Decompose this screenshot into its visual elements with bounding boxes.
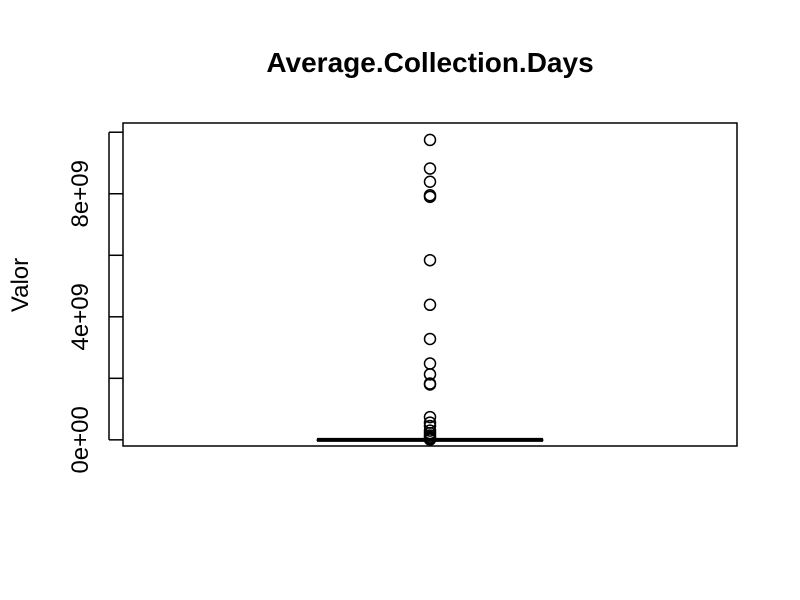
outlier-point: [423, 253, 437, 267]
outlier-point: [423, 298, 437, 312]
box-group: [316, 437, 544, 442]
outlier-point: [423, 433, 437, 446]
y-axis-label: Valor: [7, 258, 34, 312]
plot-frame: [122, 122, 738, 447]
outlier-group: [423, 133, 437, 446]
outlier-point: [423, 357, 437, 370]
outlier-point: [423, 190, 437, 204]
outlier-point: [423, 332, 437, 346]
outlier-point: [423, 368, 437, 381]
outlier-point: [423, 378, 437, 391]
outlier-point: [423, 410, 437, 424]
outlier-point: [423, 133, 437, 147]
y-tick-label: 4e+09: [67, 283, 94, 350]
y-tick-label: 0e+00: [67, 406, 94, 473]
y-tick-label: 8e+09: [67, 160, 94, 227]
outlier-point: [423, 175, 437, 189]
outlier-point: [423, 162, 437, 175]
chart-title: Average.Collection.Days: [266, 47, 593, 78]
y-axis: 0e+00 4e+09 8e+09: [67, 131, 123, 474]
